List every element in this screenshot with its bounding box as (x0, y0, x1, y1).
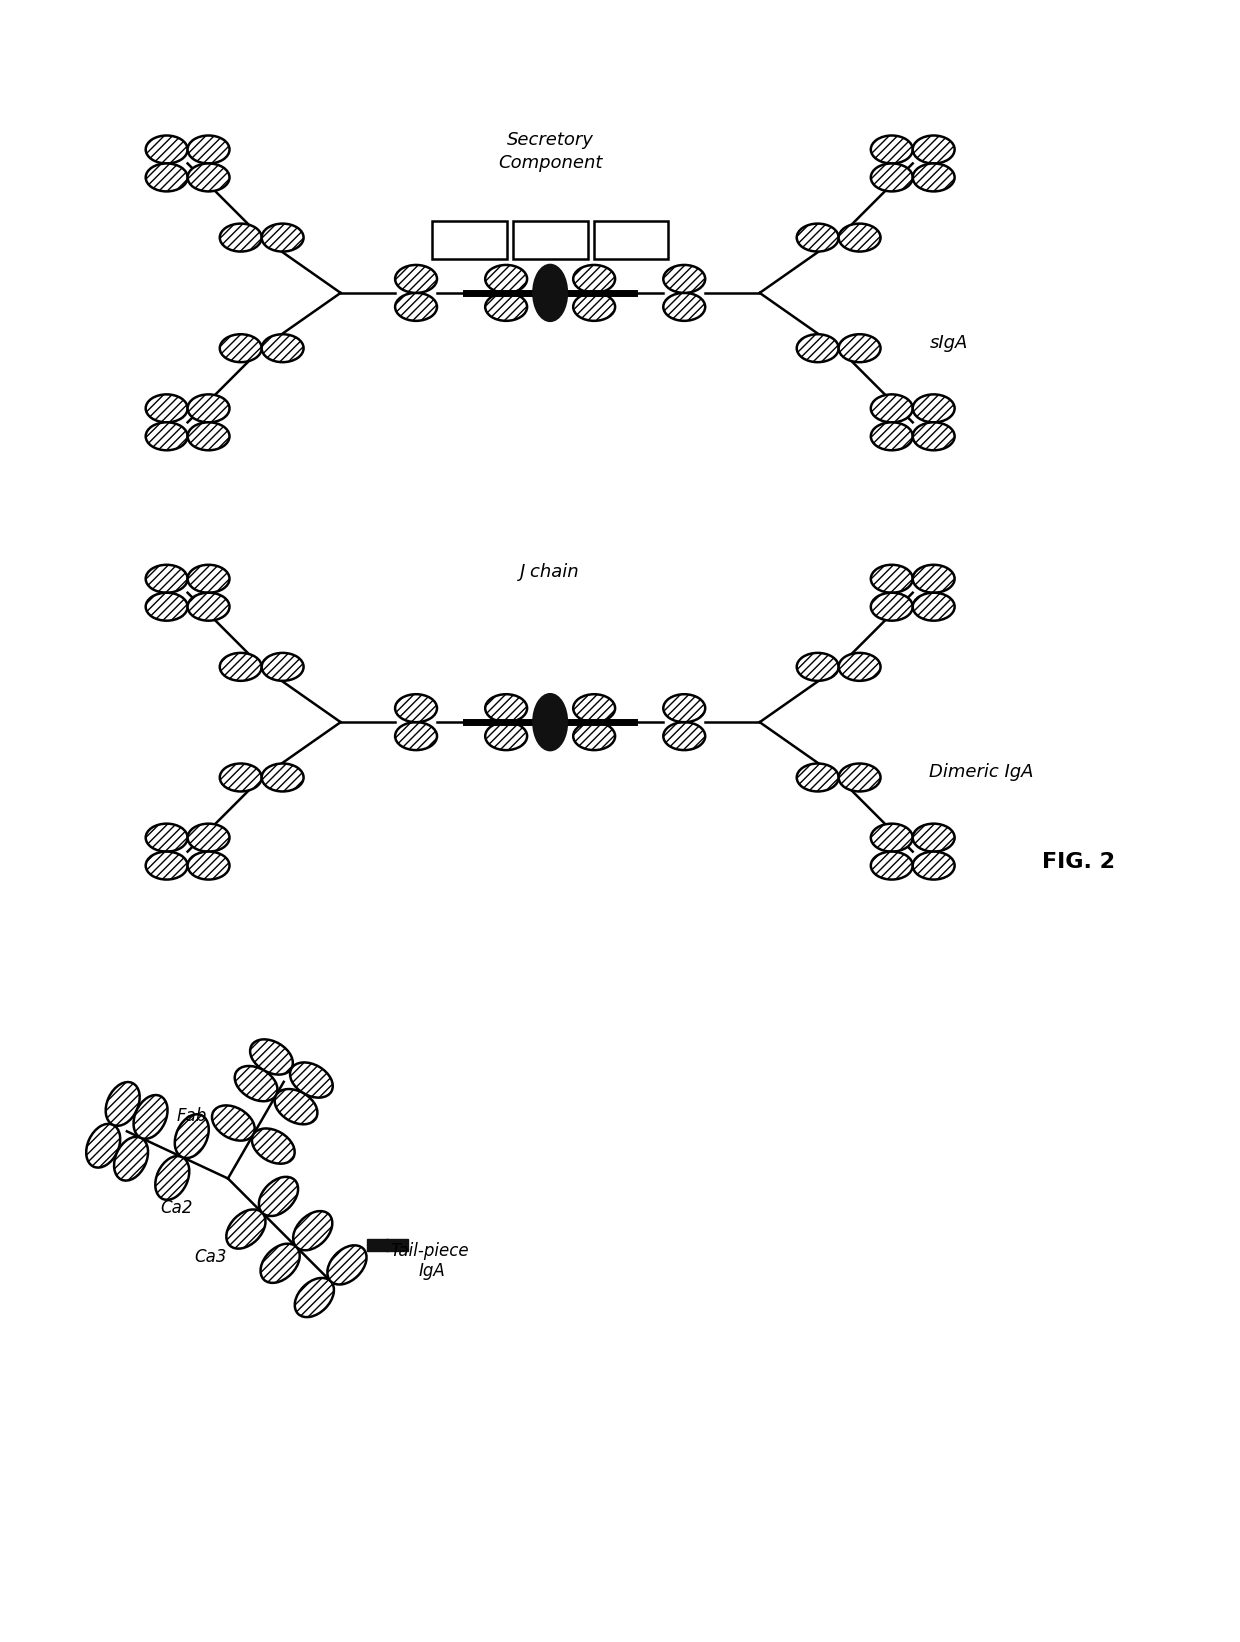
Ellipse shape (573, 264, 615, 292)
Ellipse shape (870, 136, 913, 164)
Ellipse shape (187, 824, 229, 852)
Text: Dimeric IgA: Dimeric IgA (929, 764, 1034, 782)
Ellipse shape (485, 264, 527, 292)
Ellipse shape (533, 264, 567, 320)
Ellipse shape (870, 422, 913, 450)
Ellipse shape (219, 223, 262, 251)
Ellipse shape (219, 654, 262, 681)
Ellipse shape (913, 824, 955, 852)
Ellipse shape (913, 565, 955, 593)
Ellipse shape (797, 223, 838, 251)
Ellipse shape (262, 764, 304, 791)
Ellipse shape (663, 292, 706, 320)
Ellipse shape (187, 593, 229, 621)
Ellipse shape (114, 1136, 148, 1181)
Ellipse shape (262, 223, 304, 251)
Ellipse shape (870, 593, 913, 621)
Ellipse shape (663, 722, 706, 750)
Ellipse shape (145, 565, 187, 593)
Ellipse shape (212, 1105, 254, 1141)
Ellipse shape (913, 593, 955, 621)
Bar (513, 222, 588, 259)
Bar (367, 1240, 388, 1251)
Ellipse shape (838, 764, 880, 791)
Text: Tail-piece: Tail-piece (391, 1243, 469, 1261)
Text: Fab: Fab (177, 1107, 207, 1125)
Ellipse shape (134, 1095, 167, 1140)
Ellipse shape (293, 1212, 332, 1250)
Text: Secretory
Component: Secretory Component (498, 131, 603, 172)
Ellipse shape (573, 292, 615, 320)
Ellipse shape (252, 1128, 295, 1164)
Ellipse shape (913, 422, 955, 450)
Ellipse shape (145, 824, 187, 852)
Ellipse shape (145, 164, 187, 192)
Ellipse shape (145, 422, 187, 450)
Ellipse shape (295, 1277, 334, 1317)
Ellipse shape (913, 852, 955, 880)
Bar (594, 222, 668, 259)
Ellipse shape (870, 852, 913, 880)
Ellipse shape (227, 1210, 265, 1248)
Text: Ca2: Ca2 (160, 1199, 192, 1217)
Ellipse shape (533, 695, 567, 750)
Ellipse shape (87, 1123, 120, 1167)
Ellipse shape (145, 136, 187, 164)
Ellipse shape (870, 824, 913, 852)
Ellipse shape (396, 292, 436, 320)
Ellipse shape (870, 164, 913, 192)
Ellipse shape (663, 264, 706, 292)
Ellipse shape (870, 394, 913, 422)
Ellipse shape (187, 852, 229, 880)
Ellipse shape (187, 422, 229, 450)
Ellipse shape (234, 1066, 278, 1102)
Ellipse shape (485, 695, 527, 722)
Ellipse shape (797, 335, 838, 363)
Ellipse shape (573, 695, 615, 722)
Ellipse shape (797, 654, 838, 681)
Ellipse shape (913, 394, 955, 422)
Ellipse shape (187, 394, 229, 422)
Ellipse shape (105, 1082, 140, 1126)
Ellipse shape (274, 1089, 317, 1125)
Ellipse shape (219, 335, 262, 363)
Ellipse shape (838, 223, 880, 251)
Ellipse shape (145, 394, 187, 422)
Text: J chain: J chain (521, 563, 580, 581)
Ellipse shape (870, 565, 913, 593)
Ellipse shape (485, 722, 527, 750)
Ellipse shape (396, 264, 436, 292)
Ellipse shape (187, 164, 229, 192)
Ellipse shape (259, 1177, 298, 1217)
Ellipse shape (187, 136, 229, 164)
Ellipse shape (145, 852, 187, 880)
Text: sIgA: sIgA (929, 333, 967, 351)
Ellipse shape (187, 565, 229, 593)
Bar (432, 222, 507, 259)
Ellipse shape (838, 654, 880, 681)
Ellipse shape (262, 654, 304, 681)
Ellipse shape (396, 722, 436, 750)
Ellipse shape (250, 1039, 293, 1074)
Ellipse shape (145, 593, 187, 621)
Bar (386, 1240, 408, 1251)
Ellipse shape (155, 1156, 190, 1200)
Text: IgA: IgA (418, 1263, 445, 1281)
Ellipse shape (797, 764, 838, 791)
Ellipse shape (573, 722, 615, 750)
Ellipse shape (175, 1115, 208, 1158)
Ellipse shape (262, 335, 304, 363)
Ellipse shape (485, 292, 527, 320)
Ellipse shape (838, 335, 880, 363)
Ellipse shape (327, 1245, 367, 1284)
Text: FIG. 2: FIG. 2 (1043, 852, 1116, 872)
Ellipse shape (913, 136, 955, 164)
Ellipse shape (663, 695, 706, 722)
Ellipse shape (396, 695, 436, 722)
Ellipse shape (260, 1243, 300, 1282)
Ellipse shape (290, 1062, 332, 1097)
Text: Ca3: Ca3 (195, 1248, 227, 1266)
Ellipse shape (219, 764, 262, 791)
Ellipse shape (913, 164, 955, 192)
